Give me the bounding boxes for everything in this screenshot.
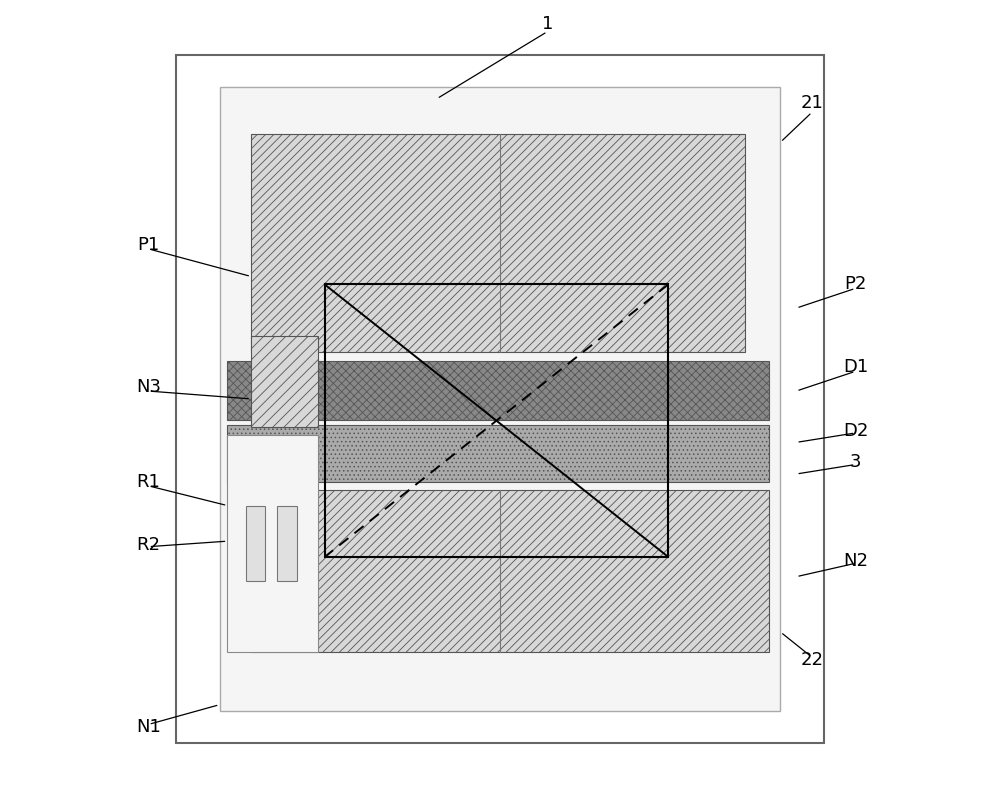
Bar — [227, 435, 318, 652]
Text: D2: D2 — [843, 422, 868, 439]
Bar — [246, 506, 265, 581]
Text: N1: N1 — [136, 718, 161, 735]
Text: P1: P1 — [137, 236, 160, 254]
Bar — [176, 55, 824, 743]
Text: 3: 3 — [850, 453, 861, 471]
Text: 22: 22 — [801, 651, 824, 668]
Bar — [277, 506, 297, 581]
Bar — [227, 361, 769, 420]
Bar — [251, 336, 318, 427]
Text: R2: R2 — [136, 536, 160, 554]
Text: N2: N2 — [843, 552, 868, 570]
Text: N3: N3 — [136, 378, 161, 396]
Bar — [220, 87, 780, 711]
Text: 21: 21 — [801, 94, 823, 111]
Bar — [325, 284, 668, 557]
Bar — [251, 134, 745, 352]
Text: P2: P2 — [844, 276, 867, 293]
Text: R1: R1 — [137, 473, 160, 491]
Text: 1: 1 — [542, 15, 553, 32]
Bar — [227, 425, 769, 482]
Bar — [251, 490, 769, 652]
Text: D1: D1 — [843, 359, 868, 376]
